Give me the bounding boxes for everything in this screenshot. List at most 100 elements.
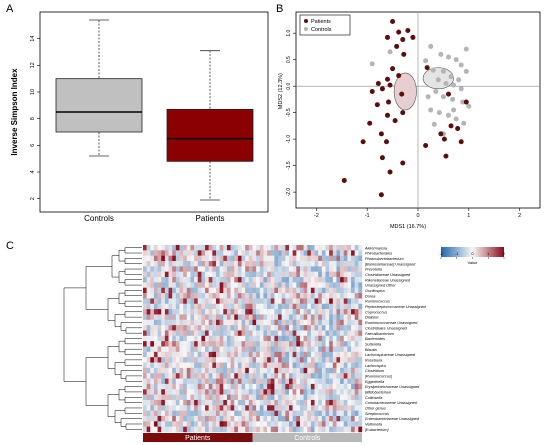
heatmap-cell <box>153 421 158 427</box>
heatmap-cell <box>329 357 333 363</box>
heatmap-cell <box>161 245 166 251</box>
heatmap-cell <box>164 335 169 342</box>
heatmap-cell <box>216 277 220 283</box>
heatmap-cell <box>259 426 264 433</box>
heatmap-cell <box>278 250 282 256</box>
heatmap-cell <box>219 341 224 347</box>
heatmap-cell <box>223 383 228 390</box>
heatmap-cell <box>237 314 242 320</box>
heatmap-cell <box>208 367 213 374</box>
heatmap-cell <box>332 389 337 395</box>
heatmap-cell <box>241 351 246 358</box>
heatmap-cell <box>212 282 217 288</box>
heatmap-cell <box>172 341 177 347</box>
heatmap-cell <box>340 394 344 401</box>
row-label: Dialister <box>365 316 379 320</box>
heatmap-cell <box>307 314 312 320</box>
heatmap-cell <box>219 367 224 374</box>
heatmap-cell <box>146 293 151 299</box>
heatmap-cell <box>289 373 293 379</box>
heatmap-cell <box>237 319 242 326</box>
heatmap-cell <box>340 298 344 304</box>
heatmap-cell <box>223 325 228 331</box>
heatmap-cell <box>263 319 268 326</box>
heatmap-cell <box>245 255 250 262</box>
heatmap-cell <box>226 330 231 337</box>
heatmap-cell <box>285 298 290 304</box>
heatmap-cell <box>161 319 166 326</box>
heatmap-cell <box>285 255 290 262</box>
heatmap-cell <box>263 378 268 385</box>
heatmap-cell <box>336 421 341 427</box>
heatmap-cell <box>226 261 231 267</box>
heatmap-cell <box>318 367 323 374</box>
heatmap-cell <box>281 421 286 427</box>
heatmap-cell <box>168 314 173 320</box>
heatmap-cell <box>325 341 330 347</box>
heatmap-cell <box>299 250 304 256</box>
heatmap-cell <box>252 341 257 347</box>
heatmap-cell <box>307 255 312 262</box>
heatmap-cell <box>358 255 363 262</box>
heatmap-cell <box>164 314 169 320</box>
heatmap-cell <box>285 405 290 411</box>
heatmap-cell <box>263 421 268 427</box>
heatmap-cell <box>256 383 260 390</box>
heatmap-cell <box>208 362 213 369</box>
heatmap-cell <box>281 255 286 262</box>
heatmap-cell <box>179 346 184 353</box>
heatmap-cell <box>186 287 191 294</box>
heatmap-cell <box>296 415 301 422</box>
heatmap-cell <box>252 293 257 299</box>
heatmap-cell <box>289 426 293 433</box>
heatmap-cell <box>289 410 293 417</box>
heatmap-cell <box>241 378 246 385</box>
heatmap-cell <box>241 362 246 369</box>
heatmap-cell <box>296 266 301 272</box>
heatmap-cell <box>296 373 301 379</box>
heatmap-cell <box>172 245 177 251</box>
heatmap-cell <box>281 394 286 401</box>
x-category-label: Controls <box>84 214 114 223</box>
heatmap-cell <box>153 378 158 385</box>
heatmap-cell <box>201 282 206 288</box>
heatmap-cell <box>310 261 315 267</box>
heatmap-cell <box>230 415 235 422</box>
heatmap-cell <box>223 298 228 304</box>
heatmap-cell <box>256 266 260 272</box>
heatmap-cell <box>201 421 206 427</box>
heatmap-cell <box>358 330 363 337</box>
heatmap-cell <box>150 351 155 358</box>
heatmap-cell <box>296 261 301 267</box>
heatmap-cell <box>332 271 337 278</box>
heatmap-cell <box>223 271 228 278</box>
heatmap-cell <box>190 245 195 251</box>
heatmap-cell <box>299 351 304 358</box>
heatmap-cell <box>205 261 209 267</box>
heatmap-cell <box>241 303 246 310</box>
heatmap-cell <box>226 303 231 310</box>
heatmap-cell <box>230 330 235 337</box>
x-tick-label: 1 <box>467 213 470 219</box>
heatmap-cell <box>172 383 177 390</box>
heatmap-cell <box>168 421 173 427</box>
heatmap-cell <box>219 325 224 331</box>
heatmap-cell <box>358 271 363 278</box>
heatmap-cell <box>318 309 323 315</box>
heatmap-cell <box>332 325 337 331</box>
box-patients <box>166 108 254 162</box>
heatmap-cell <box>354 399 359 406</box>
heatmap-cell <box>351 367 355 374</box>
heatmap-cell <box>296 357 301 363</box>
heatmap-cell <box>314 362 319 369</box>
heatmap-cell <box>321 362 326 369</box>
heatmap-cell <box>281 303 286 310</box>
heatmap-cell <box>314 266 319 272</box>
heatmap-cell <box>175 309 180 315</box>
heatmap-cell <box>252 277 257 283</box>
heatmap-cell <box>234 266 239 272</box>
heatmap-cell <box>150 314 155 320</box>
heatmap-cell <box>157 335 162 342</box>
heatmap-cell <box>168 399 173 406</box>
heatmap-cell <box>168 287 173 294</box>
